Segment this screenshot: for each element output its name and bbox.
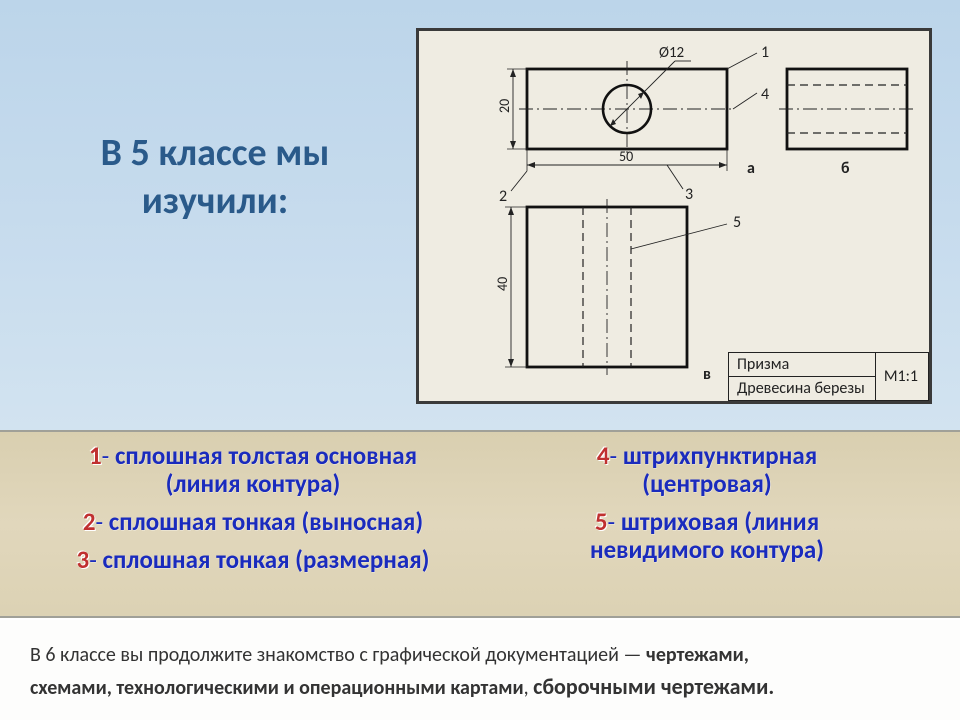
- drawing-title-block: Призма М1:1 Древесина березы: [728, 352, 929, 401]
- legend-sub: невидимого контура): [590, 534, 824, 565]
- technical-drawing-frame: Ø12 1 4 20 50 2 3 а б: [416, 28, 932, 404]
- label-a: а: [747, 159, 755, 178]
- tblock-scale: М1:1: [875, 353, 928, 401]
- title-line1: В 5 классе мы: [101, 130, 330, 176]
- legend-right-col: 4- штрихпунктирная (центровая) 5- штрихо…: [480, 438, 934, 584]
- footer-comma: ,: [524, 676, 534, 700]
- callout-5: 5: [733, 213, 741, 232]
- footer-text: В 6 классе вы продолжите знакомство с гр…: [30, 640, 930, 703]
- legend-item-4: 4- штрихпунктирная (центровая): [480, 442, 934, 498]
- label-b: б: [841, 159, 850, 178]
- legend-num: 3: [77, 544, 90, 575]
- dim-height-a: 20: [496, 99, 513, 113]
- label-c: в: [703, 365, 711, 384]
- page-title: В 5 классе мы изучили:: [30, 130, 400, 225]
- legend-text: штрихпунктирная: [623, 440, 817, 471]
- legend-item-3: 3- сплошная тонкая (размерная): [26, 546, 480, 574]
- legend-num: 2: [83, 506, 96, 537]
- legend-text: сплошная толстая основная: [115, 440, 417, 471]
- legend-panel: 1- сплошная толстая основная (линия конт…: [0, 438, 960, 584]
- legend-sub: (линия контура): [166, 468, 341, 499]
- legend-left-col: 1- сплошная толстая основная (линия конт…: [26, 438, 480, 584]
- legend-num: 5: [595, 506, 608, 537]
- legend-num: 4: [597, 440, 610, 471]
- callout-3: 3: [685, 185, 693, 204]
- legend-item-5: 5- штриховая (линия невидимого контура): [480, 508, 934, 564]
- callout-2: 2: [499, 187, 507, 206]
- footer-boldbig: сборочными чертежами.: [533, 673, 774, 700]
- legend-text: сплошная тонкая (выносная): [109, 506, 423, 537]
- legend-text: штриховая (линия: [621, 506, 819, 537]
- legend-item-1: 1- сплошная толстая основная (линия конт…: [26, 442, 480, 498]
- dim-width-a: 50: [619, 148, 633, 165]
- tblock-name: Призма: [728, 353, 875, 377]
- footer-pre: В 6 классе вы продолжите знакомство с гр…: [30, 643, 646, 667]
- legend-sub: (центровая): [642, 468, 771, 499]
- dim-diameter: Ø12: [659, 44, 684, 62]
- tblock-material: Древесина березы: [728, 377, 875, 401]
- legend-item-2: 2- сплошная тонкая (выносная): [26, 508, 480, 536]
- legend-num: 1: [89, 440, 102, 471]
- technical-drawing-svg: Ø12 1 4 20 50 2 3 а б: [427, 39, 927, 399]
- dim-height-c: 40: [494, 277, 511, 291]
- legend-text: сплошная тонкая (размерная): [103, 544, 430, 575]
- callout-1: 1: [761, 43, 769, 62]
- title-line2: изучили:: [142, 178, 289, 224]
- callout-4: 4: [761, 85, 769, 104]
